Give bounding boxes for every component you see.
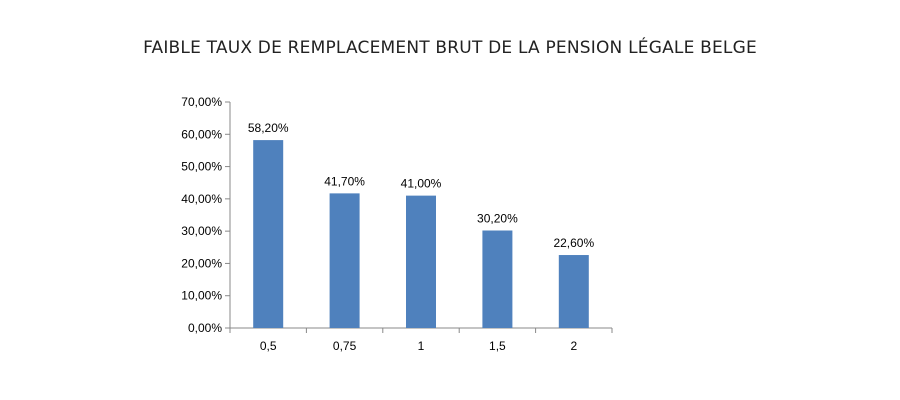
x-tick-label: 2: [570, 339, 577, 353]
data-label: 22,60%: [553, 236, 594, 250]
chart-title: FAIBLE TAUX DE REMPLACEMENT BRUT DE LA P…: [143, 38, 757, 58]
data-label: 30,20%: [477, 211, 518, 225]
y-tick-label: 60,00%: [181, 127, 222, 141]
x-tick-label: 0,75: [333, 339, 357, 353]
chart-bars: [253, 140, 589, 328]
y-tick-label: 0,00%: [188, 321, 222, 335]
y-tick-label: 50,00%: [181, 160, 222, 174]
bar-1-5: [482, 230, 513, 328]
y-tick-label: 40,00%: [181, 192, 222, 206]
x-tick-label: 0,5: [260, 339, 277, 353]
x-tick-label: 1,5: [489, 339, 506, 353]
chart-labels: 0,00% 10,00% 20,00% 30,00% 40,00% 50,00% 60,00…: [181, 95, 594, 353]
y-tick-label: 30,00%: [181, 224, 222, 238]
y-tick-label: 70,00%: [181, 95, 222, 109]
bar-2: [558, 255, 589, 328]
data-label: 58,20%: [248, 121, 289, 135]
bar-0-75: [329, 193, 360, 328]
bar-0-5: [253, 140, 284, 328]
y-tick-label: 20,00%: [181, 256, 222, 270]
x-tick-label: 1: [418, 339, 425, 353]
bar-1: [406, 195, 436, 328]
data-label: 41,70%: [324, 174, 365, 188]
y-tick-label: 10,00%: [181, 289, 222, 303]
data-label: 41,00%: [401, 177, 442, 191]
